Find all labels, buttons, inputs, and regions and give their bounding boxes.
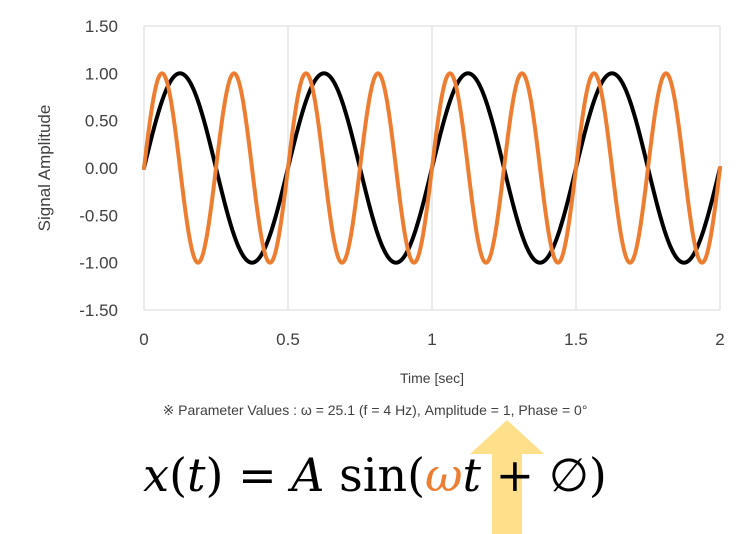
y-axis-ticks: 1.50 1.00 0.50 0.00 -0.50 -1.00 -1.50 xyxy=(79,17,118,320)
formula-open: ( xyxy=(169,448,188,502)
chart: 1.50 1.00 0.50 0.00 -0.50 -1.00 -1.50 0 0.5 1 1.5… xyxy=(35,17,725,386)
formula-t2: t xyxy=(462,448,482,502)
y-tick-label: -1.50 xyxy=(79,301,118,320)
y-axis-title: Signal Amplitude xyxy=(35,105,54,232)
x-tick-label: 2 xyxy=(715,330,724,349)
y-tick-label: -1.00 xyxy=(79,254,118,273)
formula-phase: + ∅) xyxy=(481,448,607,502)
y-tick-label: 0.50 xyxy=(85,112,118,131)
formula-equals: ) = xyxy=(205,448,292,502)
formula-amplitude: A xyxy=(291,448,325,502)
y-tick-label: 0.00 xyxy=(85,159,118,178)
up-arrow-icon xyxy=(470,420,544,534)
x-tick-label: 0.5 xyxy=(276,330,300,349)
y-tick-label: 1.00 xyxy=(85,64,118,83)
formula: x(t) = A sin(ωt + ∅) xyxy=(0,448,750,502)
formula-x: x xyxy=(143,448,170,502)
formula-sin: sin( xyxy=(324,448,426,502)
parameter-note: ※ Parameter Values : ω = 25.1 (f = 4 Hz)… xyxy=(162,402,588,418)
formula-t: t xyxy=(187,448,206,502)
x-axis-title: Time [sec] xyxy=(400,370,464,386)
x-tick-label: 1 xyxy=(427,330,436,349)
formula-omega: ω xyxy=(425,448,463,502)
x-axis-ticks: 0 0.5 1 1.5 2 xyxy=(139,330,724,349)
series-layer xyxy=(142,71,722,265)
x-tick-label: 1.5 xyxy=(564,330,588,349)
y-tick-label: 1.50 xyxy=(85,17,118,36)
x-tick-label: 0 xyxy=(139,330,148,349)
y-tick-label: -0.50 xyxy=(79,206,118,225)
series-line-2 xyxy=(142,71,722,265)
